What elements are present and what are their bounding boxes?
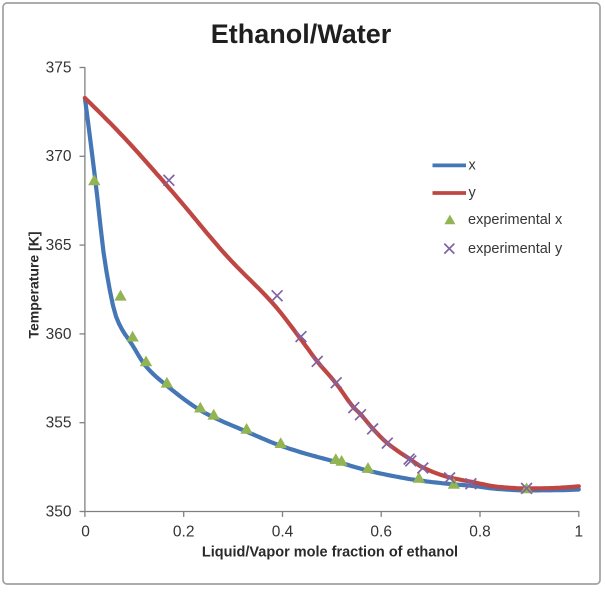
svg-text:0.4: 0.4 bbox=[272, 524, 294, 541]
svg-text:experimental x: experimental x bbox=[468, 212, 563, 228]
svg-text:1: 1 bbox=[574, 524, 583, 541]
svg-text:0.8: 0.8 bbox=[469, 524, 491, 541]
svg-text:y: y bbox=[469, 185, 477, 201]
svg-text:355: 355 bbox=[46, 415, 72, 432]
svg-text:0: 0 bbox=[81, 524, 90, 541]
svg-text:365: 365 bbox=[46, 237, 72, 254]
svg-text:350: 350 bbox=[46, 503, 72, 520]
svg-text:375: 375 bbox=[46, 59, 72, 76]
svg-text:370: 370 bbox=[46, 148, 72, 165]
svg-text:x: x bbox=[469, 158, 477, 174]
svg-text:Temperature [K]: Temperature [K] bbox=[26, 231, 42, 338]
svg-text:Liquid/Vapor mole fraction of: Liquid/Vapor mole fraction of ethanol bbox=[202, 545, 458, 561]
svg-text:360: 360 bbox=[46, 326, 72, 343]
svg-text:0.6: 0.6 bbox=[370, 524, 392, 541]
svg-text:experimental y: experimental y bbox=[468, 241, 563, 257]
svg-text:Ethanol/Water: Ethanol/Water bbox=[211, 19, 392, 49]
svg-text:0.2: 0.2 bbox=[173, 524, 195, 541]
